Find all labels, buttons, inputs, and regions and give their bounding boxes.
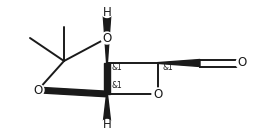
- Text: O: O: [153, 88, 163, 101]
- Text: H: H: [103, 5, 111, 18]
- Circle shape: [32, 84, 44, 96]
- Text: O: O: [237, 56, 247, 69]
- Circle shape: [101, 6, 112, 18]
- Circle shape: [236, 57, 248, 69]
- Circle shape: [152, 88, 164, 100]
- Text: &1: &1: [112, 62, 122, 72]
- Polygon shape: [103, 12, 111, 63]
- Polygon shape: [103, 94, 111, 125]
- Text: &1: &1: [163, 62, 173, 72]
- Text: H: H: [103, 119, 111, 132]
- Circle shape: [101, 119, 112, 131]
- Polygon shape: [158, 59, 200, 66]
- Text: &1: &1: [112, 81, 122, 89]
- Text: O: O: [33, 83, 43, 96]
- Circle shape: [101, 32, 113, 44]
- Text: O: O: [102, 32, 112, 45]
- Polygon shape: [38, 87, 107, 97]
- Polygon shape: [104, 63, 110, 94]
